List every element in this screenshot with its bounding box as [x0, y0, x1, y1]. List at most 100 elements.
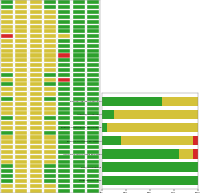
Bar — [44, 121, 56, 125]
Bar — [30, 121, 42, 125]
Bar — [30, 53, 42, 58]
Bar — [58, 169, 70, 173]
Bar — [44, 34, 56, 38]
Bar — [58, 10, 70, 14]
Bar — [1, 10, 13, 14]
Bar — [15, 29, 27, 33]
Bar — [58, 135, 70, 140]
Bar — [87, 145, 99, 149]
Bar — [73, 39, 85, 43]
Bar — [1, 20, 13, 24]
Bar — [87, 53, 99, 58]
Bar — [15, 135, 27, 140]
Bar — [15, 111, 27, 115]
Bar — [30, 107, 42, 111]
Bar — [1, 44, 13, 48]
Bar — [58, 126, 70, 130]
Bar — [58, 25, 70, 29]
Bar — [73, 58, 85, 62]
Bar — [30, 116, 42, 120]
Bar — [44, 179, 56, 183]
Bar — [73, 5, 85, 9]
Bar — [15, 44, 27, 48]
Bar — [30, 5, 42, 9]
Bar — [44, 140, 56, 144]
Bar — [1, 87, 13, 91]
Bar — [58, 82, 70, 86]
Bar — [30, 174, 42, 178]
Bar — [44, 25, 56, 29]
Bar — [44, 10, 56, 14]
Bar — [73, 10, 85, 14]
Bar — [1, 34, 13, 38]
Bar — [15, 107, 27, 111]
Bar — [44, 102, 56, 106]
Bar — [58, 121, 70, 125]
Bar — [73, 145, 85, 149]
Bar — [179, 149, 193, 159]
Bar — [44, 189, 56, 193]
Bar — [15, 10, 27, 14]
Bar — [15, 160, 27, 164]
Bar — [58, 140, 70, 144]
Bar — [73, 29, 85, 33]
Bar — [1, 164, 13, 168]
Bar — [87, 155, 99, 159]
Bar — [44, 164, 56, 168]
Bar — [193, 136, 198, 146]
Bar — [1, 189, 13, 193]
Bar — [102, 123, 107, 132]
Bar — [58, 160, 70, 164]
Bar — [15, 25, 27, 29]
Bar — [114, 110, 198, 119]
Bar — [44, 73, 56, 77]
Bar — [87, 25, 99, 29]
Bar — [30, 73, 42, 77]
Bar — [87, 126, 99, 130]
Bar — [44, 29, 56, 33]
Bar — [30, 82, 42, 86]
Bar — [87, 189, 99, 193]
Bar — [73, 116, 85, 120]
Bar — [87, 49, 99, 53]
Bar — [1, 107, 13, 111]
Bar — [44, 107, 56, 111]
Bar — [58, 73, 70, 77]
Bar — [30, 102, 42, 106]
Bar — [15, 126, 27, 130]
Bar — [30, 135, 42, 140]
Bar — [87, 97, 99, 101]
Bar — [87, 184, 99, 188]
Bar — [87, 44, 99, 48]
Bar — [58, 155, 70, 159]
Bar — [58, 63, 70, 67]
Bar — [30, 140, 42, 144]
Bar — [30, 0, 42, 4]
Bar — [102, 163, 198, 172]
Bar — [58, 34, 70, 38]
Bar — [73, 107, 85, 111]
Bar — [30, 92, 42, 96]
Bar — [87, 150, 99, 154]
Bar — [44, 82, 56, 86]
Bar — [30, 34, 42, 38]
Bar — [58, 29, 70, 33]
Bar — [1, 131, 13, 135]
Bar — [30, 169, 42, 173]
Bar — [44, 150, 56, 154]
Bar — [44, 49, 56, 53]
Bar — [87, 135, 99, 140]
Bar — [30, 164, 42, 168]
Bar — [1, 82, 13, 86]
Bar — [15, 34, 27, 38]
Bar — [87, 111, 99, 115]
Bar — [102, 149, 179, 159]
Bar — [15, 169, 27, 173]
Bar — [30, 184, 42, 188]
Bar — [87, 169, 99, 173]
Bar — [30, 15, 42, 19]
Bar — [73, 140, 85, 144]
Bar — [58, 15, 70, 19]
Bar — [1, 126, 13, 130]
Bar — [107, 123, 198, 132]
